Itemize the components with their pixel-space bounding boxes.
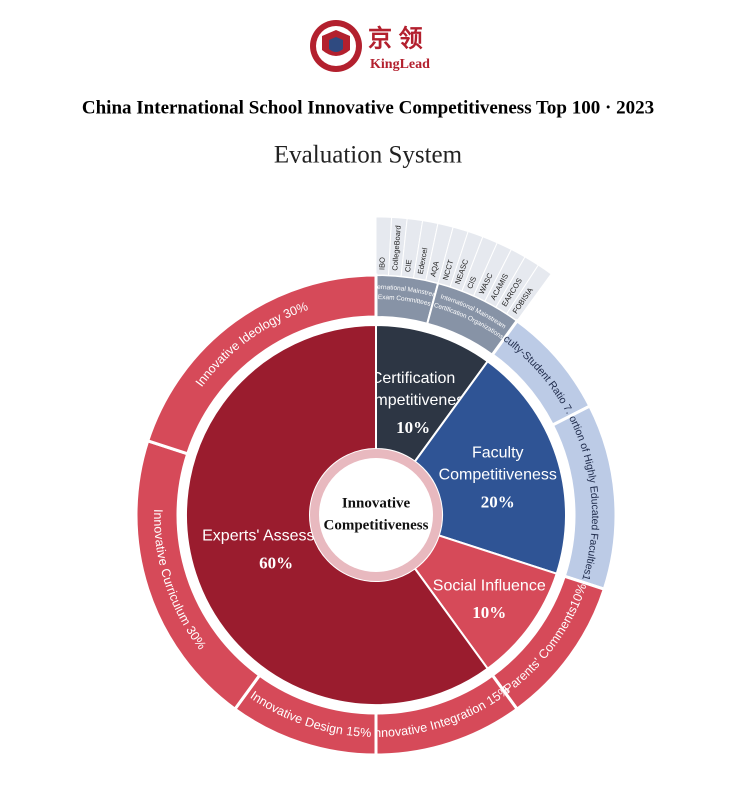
segment-value: 10% bbox=[472, 603, 506, 622]
exam-label: CIS bbox=[465, 275, 478, 290]
logo-en: KingLead bbox=[370, 57, 430, 72]
segment-label: Faculty bbox=[472, 445, 524, 462]
exam-label: IBO bbox=[377, 257, 386, 270]
exam-label: CollegeBoard bbox=[390, 225, 403, 271]
logo-emblem bbox=[310, 20, 362, 72]
segment-label: Competitiveness bbox=[354, 392, 472, 409]
center-label: Innovative bbox=[342, 495, 411, 511]
segment-label: Social Influence bbox=[433, 578, 546, 595]
segment-value: 60% bbox=[259, 553, 293, 572]
chart-title: China International School Innovative Co… bbox=[82, 97, 654, 118]
logo-cn: 京 领 bbox=[368, 24, 423, 52]
chart-subtitle: Evaluation System bbox=[274, 142, 463, 169]
segment-label: Competitiveness bbox=[439, 467, 557, 484]
exam-label: AQA bbox=[428, 260, 440, 278]
outer-wedge bbox=[145, 273, 378, 456]
segment-value: 20% bbox=[481, 492, 515, 511]
center-disc bbox=[319, 458, 433, 572]
center-label: Competitiveness bbox=[324, 517, 429, 533]
exam-label: CIE bbox=[403, 259, 414, 273]
segment-value: 10% bbox=[396, 418, 430, 437]
segment-label: Certification bbox=[371, 370, 455, 387]
